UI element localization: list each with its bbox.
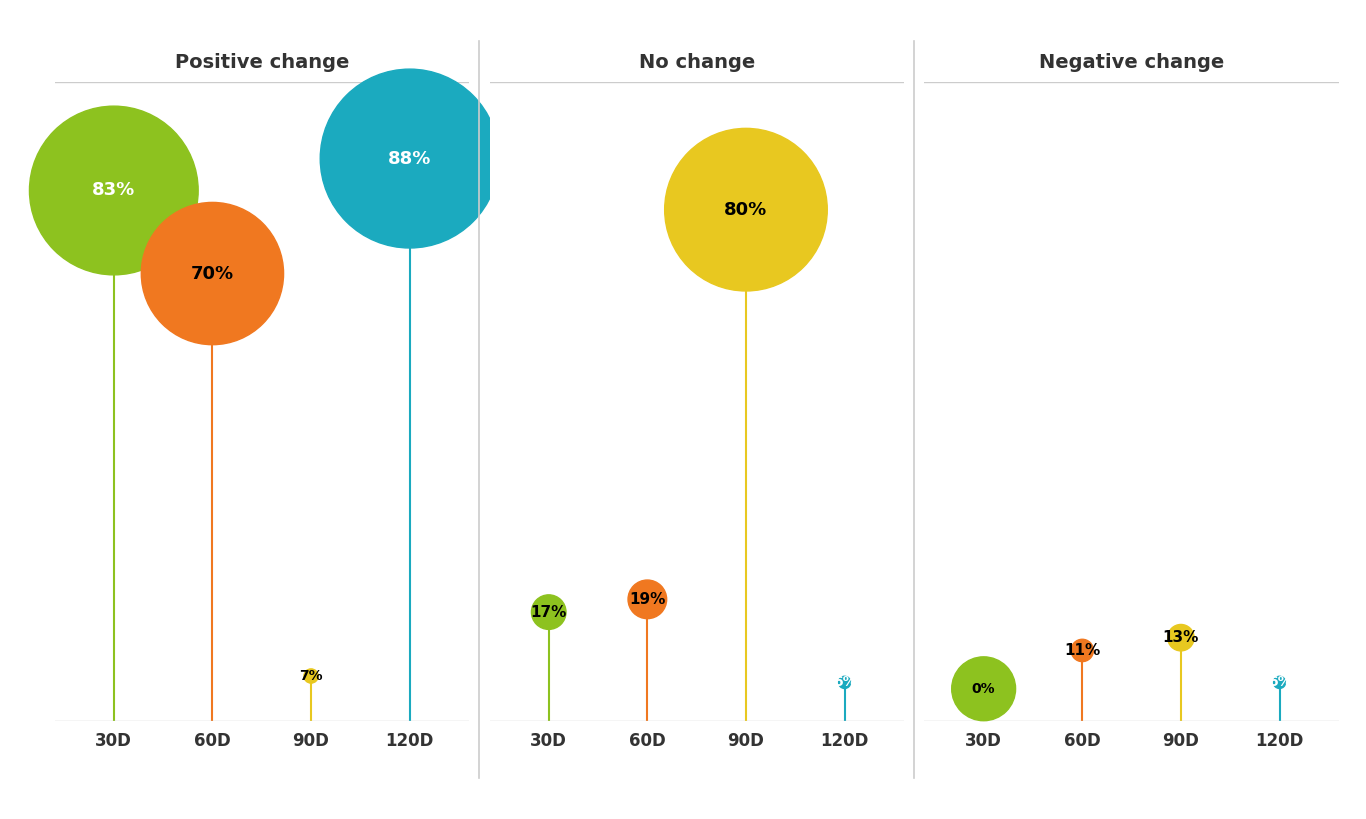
Ellipse shape xyxy=(320,69,499,248)
Ellipse shape xyxy=(30,106,198,275)
Ellipse shape xyxy=(141,202,284,345)
Text: 19%: 19% xyxy=(630,592,665,607)
Text: 11%: 11% xyxy=(1064,643,1101,658)
Text: 70%: 70% xyxy=(191,265,234,283)
Ellipse shape xyxy=(1071,640,1093,662)
Title: No change: No change xyxy=(638,53,755,72)
Text: 80%: 80% xyxy=(724,201,768,219)
Ellipse shape xyxy=(665,129,828,291)
Title: Negative change: Negative change xyxy=(1040,53,1224,72)
Text: 6%: 6% xyxy=(833,676,856,690)
Ellipse shape xyxy=(305,669,318,683)
Ellipse shape xyxy=(628,580,667,618)
Ellipse shape xyxy=(952,657,1015,721)
Text: 83%: 83% xyxy=(92,182,135,200)
Ellipse shape xyxy=(1273,676,1285,689)
Text: 88%: 88% xyxy=(388,150,432,168)
Text: 13%: 13% xyxy=(1162,630,1199,645)
Title: Positive change: Positive change xyxy=(175,53,348,72)
Text: 17%: 17% xyxy=(530,604,567,620)
Ellipse shape xyxy=(839,676,851,689)
Text: 7%: 7% xyxy=(299,669,322,683)
Text: 6%: 6% xyxy=(1268,676,1291,690)
Text: 0%: 0% xyxy=(971,681,996,696)
Ellipse shape xyxy=(1168,624,1194,651)
Ellipse shape xyxy=(531,595,566,629)
